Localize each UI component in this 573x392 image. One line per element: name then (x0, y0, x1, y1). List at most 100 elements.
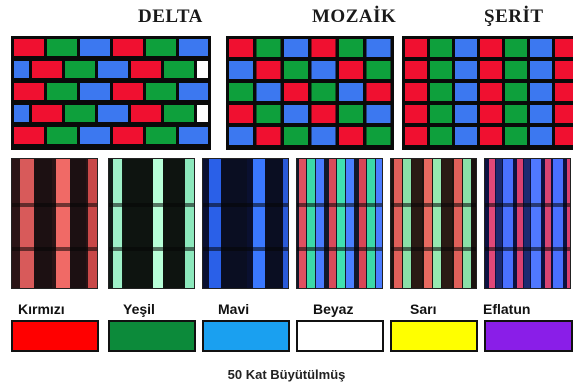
subpixel (14, 83, 44, 100)
subpixel (146, 127, 176, 144)
lit-subpixel-stripe (394, 159, 402, 288)
subpixel (430, 127, 452, 145)
pixel-row-gap (203, 247, 288, 251)
subpixel (480, 83, 502, 101)
subpixel (455, 61, 477, 79)
subpixel (366, 39, 391, 57)
subpixel (146, 83, 176, 100)
subpixel (555, 39, 573, 57)
subpixel (164, 105, 194, 122)
subpixel (164, 61, 194, 78)
pixel-row-gap (485, 203, 570, 207)
subpixel (455, 39, 477, 57)
lit-subpixel-stripe (403, 159, 411, 288)
grid-background (226, 36, 394, 150)
subpixel (80, 39, 110, 56)
subpixel (530, 83, 552, 101)
pixel-row-gap (109, 247, 194, 251)
lit-subpixel-stripe (433, 159, 441, 288)
pixel-row-gap (485, 247, 570, 251)
subpixel (366, 105, 391, 123)
lit-subpixel-stripe (88, 159, 97, 288)
subpixel (179, 83, 208, 100)
magnified-green (108, 158, 195, 289)
subpixel (311, 83, 336, 101)
swatch-sari (390, 320, 478, 352)
subpixel (339, 39, 363, 57)
subpixel (505, 39, 527, 57)
subpixel (405, 83, 427, 101)
subpixel (256, 61, 281, 79)
lit-subpixel-stripe (359, 159, 366, 288)
subpixel (339, 105, 363, 123)
subpixel (480, 61, 502, 79)
subpixel (197, 61, 208, 78)
subpixel (131, 61, 161, 78)
subpixel (430, 105, 452, 123)
pixel-row-gap (109, 203, 194, 207)
subpixel (530, 61, 552, 79)
lit-subpixel-stripe (299, 159, 306, 288)
lit-subpixel-stripe (34, 159, 52, 288)
caption: 50 Kat Büyütülmüş (227, 367, 346, 382)
subpixel (405, 61, 427, 79)
subpixel (146, 39, 176, 56)
subpixel (80, 127, 110, 144)
subpixel (455, 83, 477, 101)
subpixel (555, 105, 573, 123)
lit-subpixel-stripe (367, 159, 375, 288)
subpixel (530, 105, 552, 123)
magnified-red (11, 158, 98, 289)
swatch-yesil (108, 320, 196, 352)
title-serit: ŞERİT (484, 6, 544, 27)
subpixel (530, 127, 552, 145)
lit-subpixel-stripe (567, 159, 570, 288)
pixel-row-gap (297, 203, 382, 207)
subpixel (480, 39, 502, 57)
lit-subpixel-stripe (185, 159, 194, 288)
subpixel (555, 83, 573, 101)
lit-subpixel-stripe (221, 159, 247, 288)
lit-subpixel-stripe (503, 159, 513, 288)
subpixel (14, 39, 44, 56)
subpixel (311, 39, 336, 57)
serit-subpixel-grid (402, 36, 573, 150)
label-eflatun: Eflatun (483, 301, 531, 317)
subpixel (229, 127, 253, 145)
subpixel (229, 83, 253, 101)
subpixel (530, 39, 552, 57)
subpixel (405, 105, 427, 123)
subpixel (505, 127, 527, 145)
swatch-eflatun (484, 320, 573, 352)
subpixel (430, 39, 452, 57)
lit-subpixel-stripe (531, 159, 541, 288)
lit-subpixel-stripe (496, 159, 502, 288)
swatch-kirmizi (11, 320, 99, 352)
lit-subpixel-stripe (253, 159, 265, 288)
lit-subpixel-stripe (153, 159, 163, 288)
subpixel (14, 61, 29, 78)
lit-subpixel-stripe (376, 159, 382, 288)
magnified-yellow (390, 158, 477, 289)
subpixel (405, 127, 427, 145)
magnified-blue (202, 158, 289, 289)
subpixel (179, 127, 208, 144)
lit-subpixel-stripe (265, 159, 283, 288)
subpixel (311, 61, 336, 79)
swatch-mavi (202, 320, 290, 352)
title-mozaik: MOZAİK (312, 6, 397, 27)
lit-subpixel-stripe (412, 159, 422, 288)
pixel-row-gap (297, 247, 382, 251)
subpixel (366, 83, 391, 101)
magnified-white (296, 158, 383, 289)
subpixel (339, 83, 363, 101)
label-yesil: Yeşil (123, 301, 155, 317)
grid-background (11, 36, 211, 150)
subpixel (256, 39, 281, 57)
subpixel (455, 105, 477, 123)
subpixel (131, 105, 161, 122)
subpixel (197, 105, 208, 122)
subpixel (229, 61, 253, 79)
subpixel (229, 39, 253, 57)
lit-subpixel-stripe (517, 159, 523, 288)
